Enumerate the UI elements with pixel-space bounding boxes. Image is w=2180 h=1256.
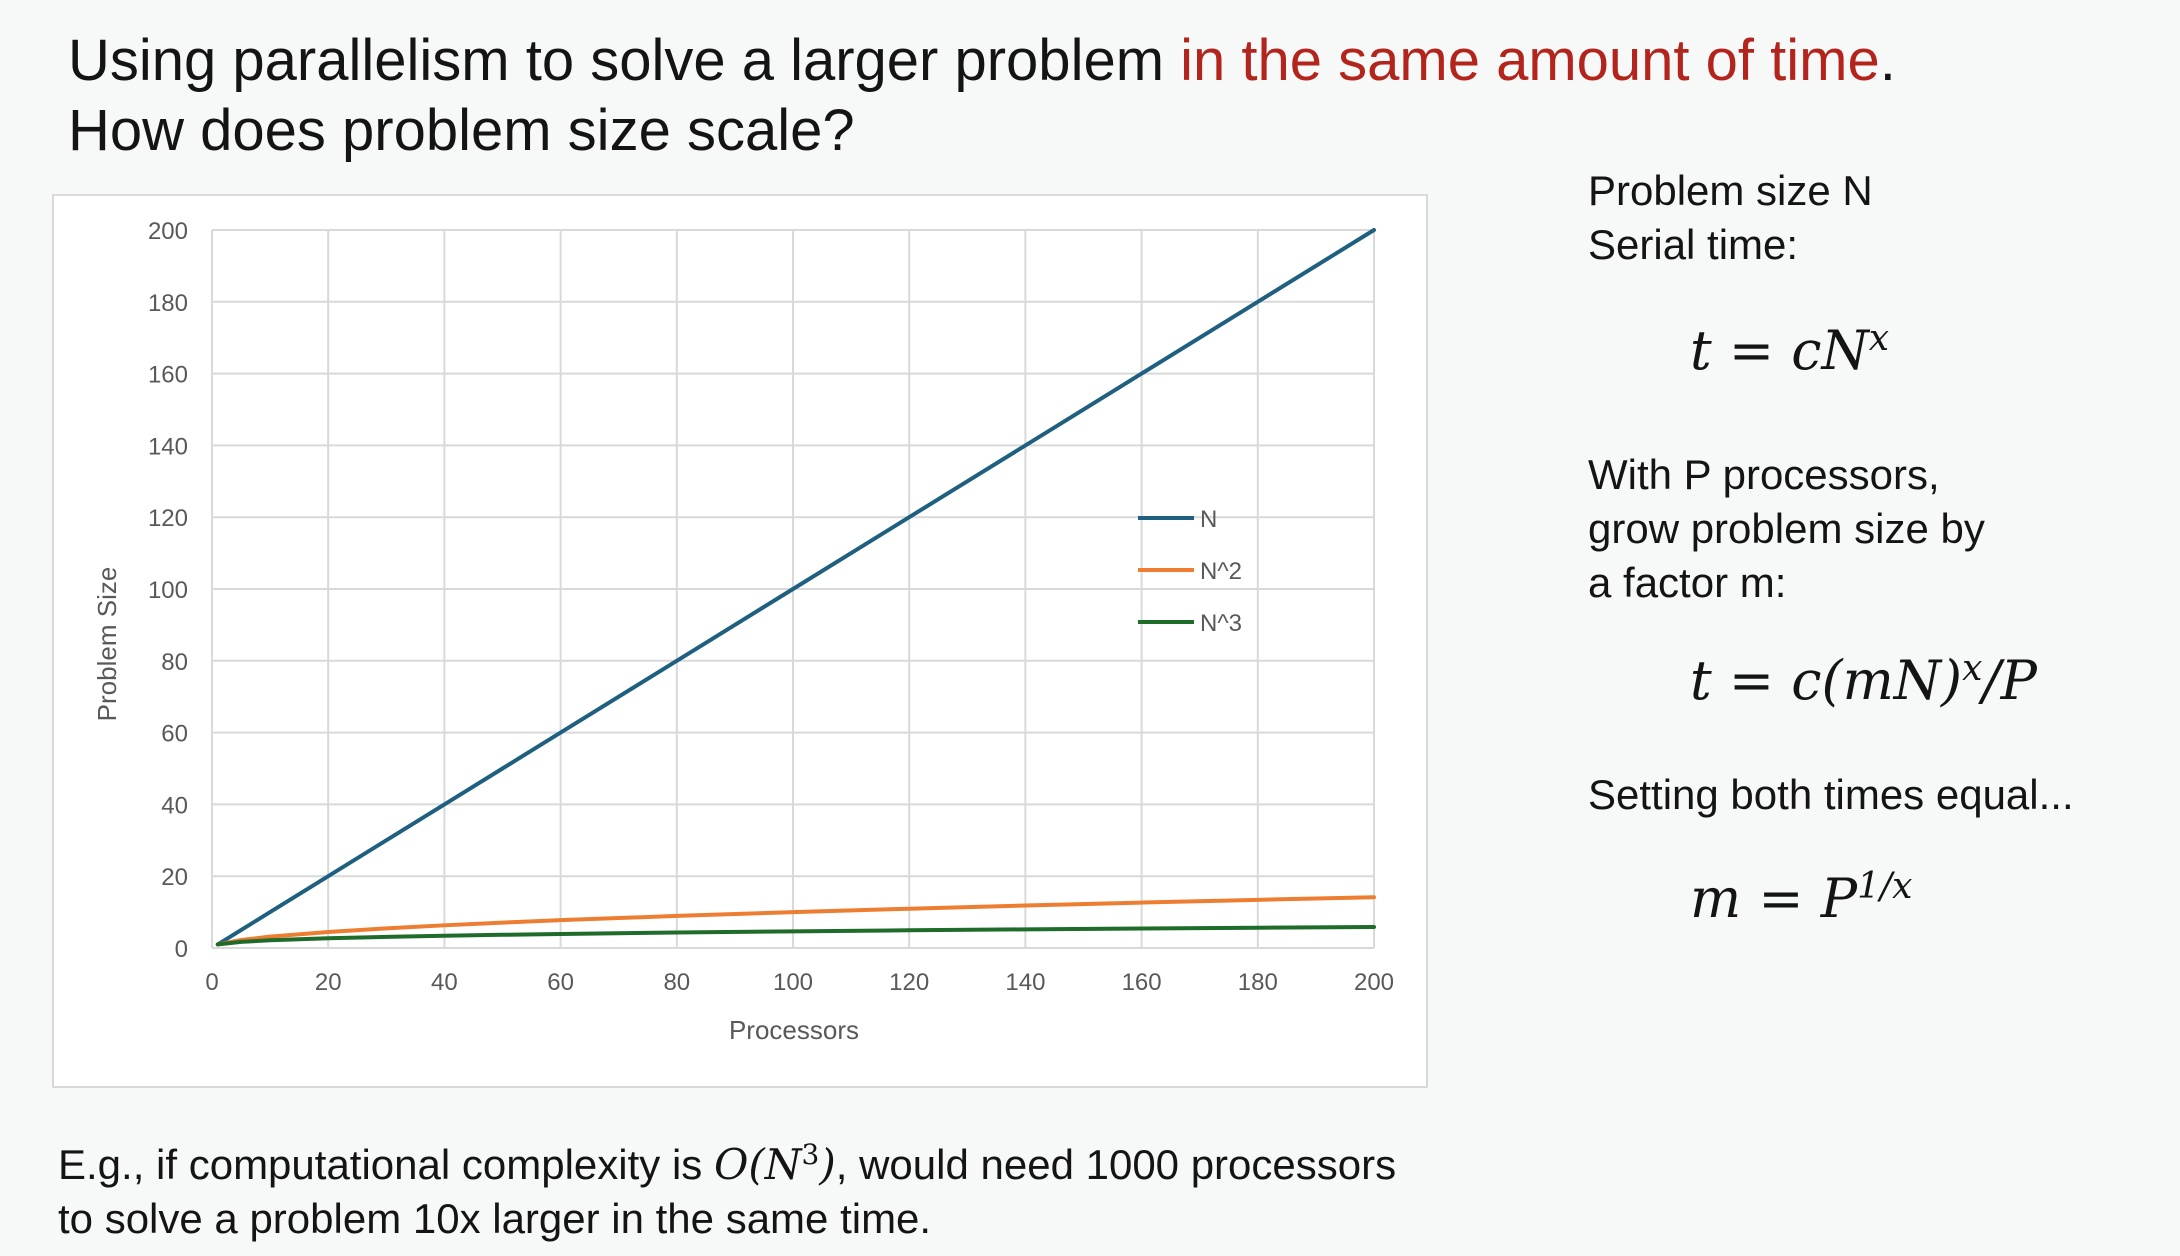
bottom-example: E.g., if computational complexity is O(N… — [58, 1128, 1396, 1246]
eq2-main: t = c(mN) — [1690, 649, 1963, 712]
side-block-2: With P processors, grow problem size by … — [1588, 448, 1985, 610]
x-tick-label: 20 — [315, 969, 342, 996]
title-suffix: . — [1879, 28, 1896, 93]
title-prefix: Using parallelism to solve a larger prob… — [68, 28, 1181, 93]
bottom-line-2: to solve a problem 10x larger in the sam… — [58, 1195, 932, 1242]
eq3-main: m = P — [1690, 867, 1858, 930]
chart-legend: N N^2 N^3 — [1138, 506, 1242, 637]
y-tick-label: 0 — [175, 936, 188, 963]
chart-series — [215, 228, 1376, 947]
equation-parallel-time: t = c(mN)x/P — [1690, 648, 2037, 712]
chart-frame: 0 20 40 60 80 100 120 140 160 180 200 0 20 40 60 80 100 1… — [52, 194, 1428, 1088]
bottom-math: O(N3) — [713, 1138, 836, 1189]
legend-label: N^2 — [1200, 558, 1242, 585]
math-main: O(N — [713, 1140, 802, 1189]
x-tick-label: 100 — [773, 969, 813, 996]
x-tick-label: 160 — [1122, 969, 1162, 996]
title-line-1: Using parallelism to solve a larger prob… — [68, 26, 1896, 96]
math-close: ) — [819, 1140, 836, 1189]
line-chart: 0 20 40 60 80 100 120 140 160 180 200 0 20 40 60 80 100 1… — [92, 218, 1394, 1045]
chart-ticks: 0 20 40 60 80 100 120 140 160 180 200 0 20 40 60 80 100 1… — [148, 218, 1394, 996]
side-setting: Setting both times equal... — [1588, 771, 2074, 818]
series-line-3 — [215, 924, 1376, 947]
y-tick-label: 180 — [148, 290, 188, 317]
x-tick-label: 0 — [205, 969, 218, 996]
x-tick-label: 80 — [663, 969, 690, 996]
legend-label: N^3 — [1200, 610, 1242, 637]
y-tick-label: 80 — [161, 649, 188, 676]
x-tick-label: 40 — [431, 969, 458, 996]
side-block-1: Problem size N Serial time: — [1588, 164, 1873, 272]
y-axis-label: Problem Size — [92, 567, 122, 722]
eq2-exponent: x — [1962, 648, 1983, 689]
equation-scale-factor: m = P1/x — [1690, 866, 1912, 930]
y-tick-label: 60 — [161, 721, 188, 748]
x-tick-label: 140 — [1005, 969, 1045, 996]
eq1-main: t = cN — [1690, 319, 1869, 382]
y-tick-label: 20 — [161, 864, 188, 891]
x-tick-label: 200 — [1354, 969, 1394, 996]
y-tick-label: 40 — [161, 792, 188, 819]
x-axis-label: Processors — [729, 1015, 859, 1045]
x-tick-label: 120 — [889, 969, 929, 996]
side-serial-time: Serial time: — [1588, 221, 1799, 268]
title-highlight: in the same amount of time — [1180, 28, 1880, 93]
y-tick-label: 200 — [148, 218, 188, 245]
y-tick-label: 140 — [148, 433, 188, 460]
side-problem-size: Problem size N — [1588, 167, 1873, 214]
bottom-line-1: E.g., if computational complexity is O(N… — [58, 1128, 1396, 1192]
side-grow: grow problem size by — [1588, 505, 1985, 552]
y-tick-label: 120 — [148, 505, 188, 532]
y-tick-label: 160 — [148, 362, 188, 389]
y-tick-label: 100 — [148, 577, 188, 604]
title-line-2: How does problem size scale? — [68, 98, 855, 163]
x-tick-label: 60 — [547, 969, 574, 996]
bottom-suffix: , would need 1000 processors — [835, 1141, 1397, 1188]
eq1-exponent: x — [1868, 318, 1890, 359]
eq3-exponent: 1/x — [1857, 866, 1913, 907]
series-line-2 — [215, 895, 1376, 947]
equation-serial-time: t = cNx — [1690, 318, 1889, 382]
legend-label: N — [1200, 506, 1217, 533]
x-tick-label: 180 — [1238, 969, 1278, 996]
side-with-p: With P processors, — [1588, 451, 1940, 498]
series-line-1 — [215, 228, 1376, 947]
bottom-prefix: E.g., if computational complexity is — [58, 1141, 714, 1188]
side-factor: a factor m: — [1588, 559, 1787, 606]
slide-title: Using parallelism to solve a larger prob… — [68, 26, 1896, 166]
math-exponent: 3 — [801, 1138, 820, 1171]
eq2-rhs: /P — [1982, 649, 2037, 712]
